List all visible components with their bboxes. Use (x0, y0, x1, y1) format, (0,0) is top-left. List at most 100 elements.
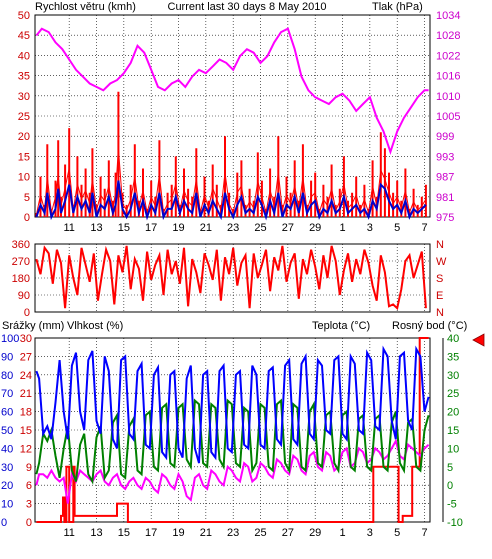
wind-y-tick: 45 (18, 30, 30, 42)
humidity-y-tick: 20 (1, 480, 13, 492)
chart-title: Current last 30 days 8 May 2010 (168, 1, 327, 13)
x-tick-label: 5 (394, 527, 400, 539)
temperature-y-tick: 25 (447, 388, 459, 400)
wind-y-tick: 40 (18, 50, 30, 62)
temperature-axis-title: Teplota (°C) (312, 320, 370, 332)
rain-y-tick: 18 (20, 407, 32, 419)
x-tick-label: 25 (254, 527, 266, 539)
wind-y-tick: 50 (18, 10, 30, 22)
dewpoint-series (35, 438, 430, 504)
compass-tick: N (436, 239, 444, 251)
humidity-y-tick: 70 (1, 388, 13, 400)
temperature-y-tick: 5 (447, 462, 453, 474)
wind-pressure-panel: 5045403530252015105010341028102210161010… (18, 10, 461, 234)
pressure-y-tick: 1034 (436, 10, 460, 22)
pressure-y-tick: 1010 (436, 91, 460, 103)
x-tick-label: 21 (200, 527, 212, 539)
compass-tick: N (436, 307, 444, 319)
wind-direction-series (35, 245, 427, 311)
pressure-y-tick: 981 (436, 192, 454, 204)
wind-y-tick: 5 (24, 192, 30, 204)
rain-y-tick: 27 (20, 351, 32, 363)
x-tick-label: 29 (309, 222, 321, 234)
compass-tick: S (436, 273, 443, 285)
wind-y-tick: 20 (18, 131, 30, 143)
x-tick-label: 7 (421, 527, 427, 539)
humidity-series (35, 345, 430, 464)
humidity-y-tick: 40 (1, 443, 13, 455)
rain-y-tick: 15 (20, 425, 32, 437)
rain-y-tick: 12 (20, 443, 32, 455)
wind-y-tick: 10 (18, 172, 30, 184)
x-tick-label: 17 (145, 222, 157, 234)
x-tick-label: 27 (282, 222, 294, 234)
direction-y-tick: 0 (24, 307, 30, 319)
pressure-y-tick: 1028 (436, 30, 460, 42)
pressure-series (35, 27, 429, 156)
pressure-axis-title: Tlak (hPa) (372, 1, 423, 13)
wind-y-tick: 35 (18, 71, 30, 83)
wind-y-tick: 30 (18, 91, 30, 103)
humidity-y-tick: 30 (1, 462, 13, 474)
x-tick-label: 19 (172, 222, 184, 234)
rain-y-tick: 30 (20, 333, 32, 345)
plot-frame (34, 14, 431, 218)
humidity-axis-title: Vlhkost (%) (67, 320, 123, 332)
x-tick-label: 23 (227, 527, 239, 539)
humidity-y-tick: 50 (1, 425, 13, 437)
rain-series (36, 337, 429, 523)
x-tick-label: 21 (200, 222, 212, 234)
temperature-y-tick: 0 (447, 480, 453, 492)
climate-panel: 1009080706050403020100302724211815129630… (1, 333, 463, 539)
temperature-y-tick: -10 (447, 517, 463, 529)
temperature-y-tick: 10 (447, 443, 459, 455)
humidity-y-tick: 0 (1, 517, 7, 529)
pressure-y-tick: 1005 (436, 111, 460, 123)
wind-y-tick: 0 (24, 212, 30, 224)
x-tick-label: 5 (394, 222, 400, 234)
x-tick-label: 27 (282, 527, 294, 539)
x-tick-label: 15 (118, 222, 130, 234)
rain-axis-title: Srážky (mm) (2, 320, 64, 332)
temperature-y-tick: -5 (447, 499, 457, 511)
x-tick-label: 1 (339, 222, 345, 234)
humidity-y-tick: 100 (1, 333, 19, 345)
compass-tick: W (436, 256, 447, 268)
humidity-y-tick: 10 (1, 499, 13, 511)
x-tick-label: 15 (118, 527, 130, 539)
humidity-y-tick: 60 (1, 407, 13, 419)
wind-average-series (35, 180, 427, 221)
x-tick-label: 11 (63, 222, 74, 234)
pressure-y-tick: 1022 (436, 50, 460, 62)
wind-speed-series (35, 148, 427, 215)
compass-tick: E (436, 290, 443, 302)
temperature-y-tick: 20 (447, 407, 459, 419)
rain-y-tick: 0 (26, 517, 32, 529)
current-temp-marker-icon (472, 333, 485, 347)
x-tick-label: 23 (227, 222, 239, 234)
x-tick-label: 25 (254, 222, 266, 234)
rain-y-tick: 21 (20, 388, 32, 400)
pressure-y-tick: 1016 (436, 71, 460, 83)
x-tick-label: 11 (63, 527, 74, 539)
humidity-y-tick: 90 (1, 351, 13, 363)
direction-y-tick: 270 (12, 256, 30, 268)
rain-y-tick: 3 (26, 499, 32, 511)
humidity-y-tick: 80 (1, 370, 13, 382)
wind-axis-title: Rychlost větru (kmh) (35, 1, 136, 13)
wind-y-tick: 15 (18, 151, 30, 163)
direction-y-tick: 90 (18, 290, 30, 302)
temperature-y-tick: 30 (447, 370, 459, 382)
current-marker-icon (472, 333, 485, 347)
x-tick-label: 29 (309, 527, 321, 539)
pressure-y-tick: 987 (436, 172, 454, 184)
direction-y-tick: 360 (12, 239, 30, 251)
temperature-y-tick: 40 (447, 333, 459, 345)
temperature-y-tick: 35 (447, 351, 459, 363)
x-tick-label: 13 (90, 527, 102, 539)
wind-y-tick: 25 (18, 111, 30, 123)
rain-y-tick: 6 (26, 480, 32, 492)
direction-y-tick: 180 (12, 273, 30, 285)
